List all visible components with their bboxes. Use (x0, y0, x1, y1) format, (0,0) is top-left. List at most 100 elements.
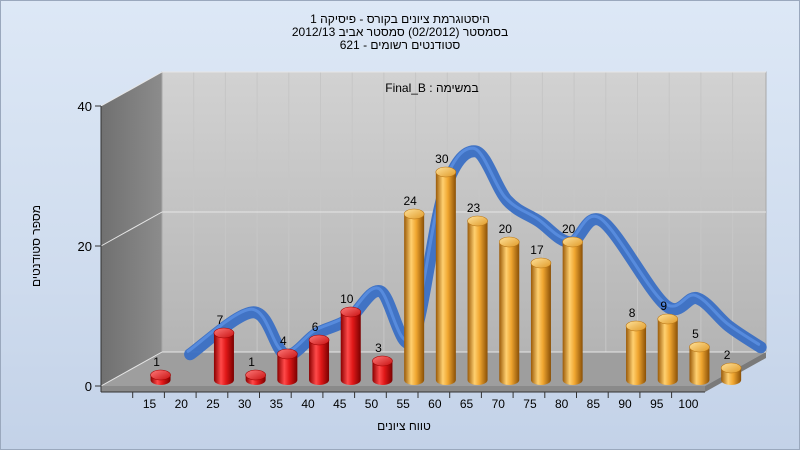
x-tick-label: 85 (587, 397, 601, 411)
bar-body (404, 214, 425, 385)
bar-value-label: 10 (340, 292, 354, 306)
bar-cap (372, 355, 393, 367)
bar-cap (277, 348, 298, 360)
x-tick-label: 25 (206, 397, 220, 411)
bar (625, 320, 647, 385)
bar-value-label: 1 (248, 355, 255, 369)
bar-value-label: 24 (403, 194, 417, 208)
plot-floor-front (101, 386, 705, 392)
bar (308, 334, 330, 385)
bar-body (467, 221, 488, 385)
bar (245, 369, 266, 385)
bar (467, 215, 488, 385)
bar-value-label: 9 (660, 299, 667, 313)
bar-cap (308, 334, 330, 346)
x-tick-label: 100 (678, 397, 698, 411)
bar-cap (720, 362, 742, 374)
bar (150, 369, 171, 385)
grid-line-side (100, 211, 163, 247)
x-tick-label: 90 (618, 397, 632, 411)
bar (562, 236, 583, 385)
bar (372, 355, 393, 385)
grid-line-side (100, 71, 163, 107)
bar-cap (657, 313, 679, 325)
bar-cap (150, 369, 171, 381)
x-tick-label: 45 (333, 397, 347, 411)
bar-value-label: 23 (467, 201, 481, 215)
bar (403, 208, 425, 385)
bar-body (372, 361, 393, 385)
bar (213, 327, 235, 385)
bar (720, 362, 742, 385)
bar (340, 306, 362, 385)
bar-value-label: 3 (375, 341, 382, 355)
distribution-curve-highlight (186, 146, 761, 354)
x-tick-label: 80 (555, 397, 569, 411)
bar-cap (245, 369, 266, 381)
chart-title-line-2: בסמסטר (02/2012) סמסטר אביב 2012/13 (291, 25, 509, 39)
bar-value-label: 7 (217, 313, 224, 327)
bar-layer (150, 166, 742, 385)
bar-value-label: 2 (724, 348, 731, 362)
bar-cap (562, 236, 583, 248)
bar-value-label: 5 (692, 327, 699, 341)
bar-body (499, 242, 520, 385)
bar-body (562, 242, 583, 385)
bar-body (657, 319, 678, 385)
bar-body (626, 326, 647, 385)
x-tick-label: 60 (428, 397, 442, 411)
x-tick-label: 65 (460, 397, 474, 411)
y-tick-label: 0 (85, 379, 92, 394)
curve-layer (184, 145, 767, 361)
plot-floor (101, 352, 766, 386)
x-tick-label: 40 (301, 397, 315, 411)
x-tick-label: 75 (523, 397, 537, 411)
bar (530, 257, 552, 385)
bar-cap (435, 166, 457, 178)
bar-body (689, 347, 710, 385)
x-tick-label: 30 (238, 397, 252, 411)
chart-title-line-3: סטודנטים רשומים - 621 (339, 38, 461, 52)
bar-cap (403, 208, 425, 220)
bar-cap (530, 257, 552, 269)
bar-value-label: 30 (435, 152, 449, 166)
y-tick-label: 20 (78, 239, 92, 254)
chart-subtitle: במשימה : Final_B (385, 81, 478, 95)
bar (657, 313, 679, 385)
grid-line-side (100, 351, 163, 387)
bar-body (530, 263, 551, 385)
bar-cap (213, 327, 235, 339)
bar (435, 166, 457, 385)
bar-value-label: 20 (562, 222, 576, 236)
bar-value-label: 1 (153, 355, 160, 369)
x-tick-label: 95 (650, 397, 664, 411)
bar-cap (340, 306, 362, 318)
bar (498, 236, 520, 385)
bar-value-label: 17 (530, 243, 544, 257)
bar-value-label: 20 (499, 222, 513, 236)
y-tick-label: 40 (78, 99, 92, 114)
bar-value-label: 4 (280, 334, 287, 348)
bar-cap (498, 236, 520, 248)
bar-body (277, 354, 298, 385)
bar-body (213, 333, 234, 385)
chart-title-line-1: היסטוגרמת ציונים בקורס - פיסיקה 1 (310, 12, 490, 26)
bar-cap (689, 341, 710, 353)
bar-body (435, 172, 456, 385)
x-tick-label: 55 (396, 397, 410, 411)
y-axis-label: מספר סטודנטים (29, 205, 43, 287)
bar-body (340, 312, 361, 385)
x-tick-label: 35 (270, 397, 284, 411)
x-tick-label: 20 (175, 397, 189, 411)
bar-value-label: 8 (629, 306, 636, 320)
x-tick-label: 70 (492, 397, 506, 411)
bar (689, 341, 710, 385)
bar-cap (625, 320, 647, 332)
bar (277, 348, 298, 385)
bar-body (309, 340, 330, 385)
x-tick-label: 50 (365, 397, 379, 411)
bar-value-label: 6 (312, 320, 319, 334)
